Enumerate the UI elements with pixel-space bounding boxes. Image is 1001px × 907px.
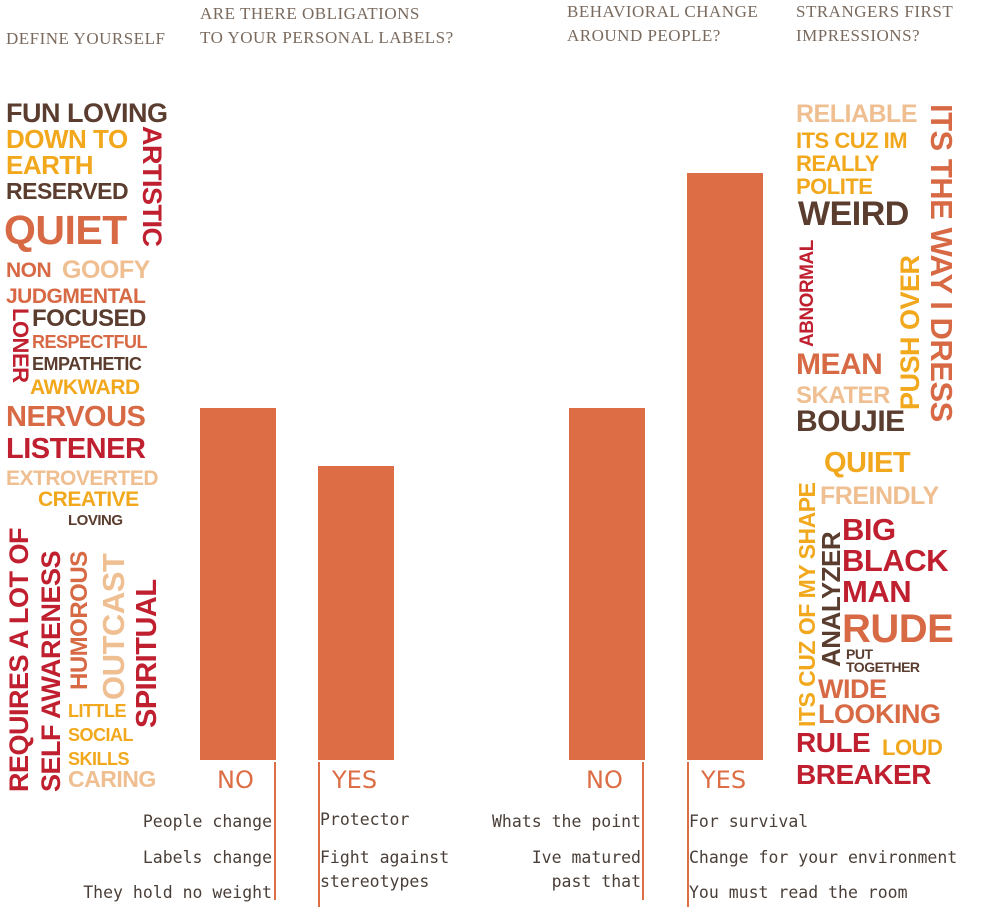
header-behavior-line1: BEHAVIORAL CHANGE [567, 2, 759, 21]
note-text: People change [142, 812, 272, 831]
define-word: EXTROVERTED [6, 467, 159, 490]
bar-no [200, 408, 276, 760]
strangers-word: LOUD [882, 735, 943, 760]
define-word: LOVING [68, 512, 123, 529]
define-word: NERVOUS [6, 401, 146, 433]
define-word: SOCIAL [68, 725, 134, 745]
strangers-word: BOUJIE [796, 405, 905, 438]
note-text: Change for your environment [689, 848, 958, 867]
strangers-word: SKATER [796, 382, 890, 409]
define-word: GOOFY [62, 256, 150, 284]
header-define: DEFINE YOURSELF [6, 29, 166, 48]
guide-line [642, 762, 644, 900]
strangers-word: MEAN [796, 348, 883, 381]
strangers-word: ANALYZER [816, 531, 846, 667]
strangers-word: ITS THE WAY I DRESS [924, 104, 959, 422]
strangers-word: RELIABLE [796, 100, 918, 128]
note-text: Ive matured [531, 848, 641, 867]
note-text: Fight against [320, 848, 450, 867]
strangers-word: QUIET [824, 447, 911, 479]
header-obligations-line2: TO YOUR PERSONAL LABELS? [200, 28, 454, 47]
define-word: LITTLE [68, 701, 127, 721]
define-word: ARTISTIC [137, 126, 167, 247]
strangers-word: MAN [842, 574, 912, 609]
header-strangers-line1: STRANGERS FIRST [796, 2, 954, 21]
define-word: RESERVED [6, 178, 129, 204]
bar-no [569, 408, 645, 760]
category-label: YES [332, 766, 378, 794]
strangers-word: REALLY [796, 151, 879, 176]
define-word: SPIRITUAL [131, 579, 163, 728]
guide-line [318, 762, 320, 907]
strangers-word: BIG [842, 512, 896, 547]
strangers-word: PUSH OVER [895, 255, 925, 410]
note-text: stereotypes [320, 872, 430, 891]
strangers-word: WIDE [818, 674, 887, 704]
strangers-word: TOGETHER [846, 659, 920, 675]
define-word: SELF AWARENESS [36, 550, 66, 792]
define-word: HUMOROUS [66, 551, 93, 690]
define-word: AWKWARD [30, 376, 140, 399]
define-word: EARTH [6, 150, 94, 180]
define-word: CREATIVE [38, 488, 139, 511]
header-strangers-line2: IMPRESSIONS? [796, 26, 921, 45]
define-word: RESPECTFUL [32, 332, 148, 352]
strangers-word: POLITE [796, 174, 873, 199]
define-word: REQUIRES A LOT OF [4, 527, 34, 792]
note-text: You must read the room [689, 883, 908, 902]
strangers-word: RUDE [842, 607, 954, 651]
bar-yes [318, 466, 394, 760]
define-word: JUDGMENTAL [6, 285, 146, 308]
strangers-word: WEIRD [798, 195, 909, 233]
strangers-word: RULE [796, 727, 871, 758]
header-obligations-line1: ARE THERE OBLIGATIONS [200, 4, 420, 23]
define-word: SKILLS [68, 749, 130, 769]
define-word: NON [6, 259, 52, 282]
define-word: FOCUSED [32, 305, 146, 332]
strangers-word: FREINDLY [820, 482, 939, 510]
category-label: YES [701, 766, 747, 794]
define-word: EMPATHETIC [32, 354, 142, 374]
guide-line [274, 762, 276, 900]
category-label: NO [217, 766, 254, 794]
category-label: NO [586, 766, 623, 794]
header-behavior-line2: AROUND PEOPLE? [567, 26, 721, 45]
define-word: LISTENER [6, 433, 146, 465]
strangers-word: PUT [846, 646, 873, 662]
guide-line [687, 762, 689, 907]
define-word: OUTCAST [96, 553, 131, 700]
bar-yes [687, 173, 763, 760]
strangers-word: BLACK [842, 543, 949, 578]
define-word: QUIET [4, 207, 127, 253]
note-text: They hold no weight [83, 883, 272, 902]
strangers-word: LOOKING [818, 699, 941, 729]
note-text: For survival [689, 812, 809, 831]
note-text: Whats the point [491, 812, 641, 831]
define-word: FUN LOVING [6, 98, 168, 128]
strangers-word: ITS CUZ IM [796, 128, 908, 153]
note-text: Protector [320, 810, 410, 829]
define-word: DOWN TO [6, 124, 128, 154]
define-word: CARING [68, 766, 156, 792]
strangers-word: ABNORMAL [797, 240, 818, 347]
note-text: past that [551, 872, 641, 891]
note-text: Labels change [142, 848, 272, 867]
strangers-word: BREAKER [796, 759, 931, 790]
define-word: LONER [8, 308, 33, 383]
